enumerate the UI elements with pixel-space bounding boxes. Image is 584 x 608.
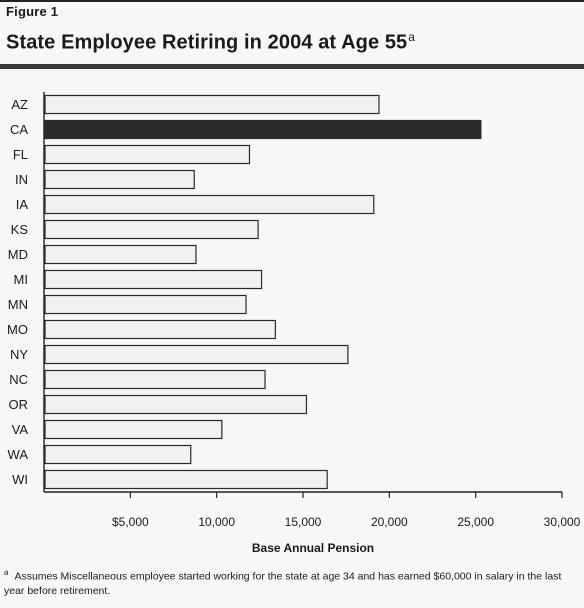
category-label-md: MD [8, 247, 28, 262]
x-tick-label: $5,000 [112, 515, 149, 529]
x-tick-label: 10,000 [198, 515, 235, 529]
bar-chart: AZ CA FL IN IA KS MD MI MN MO NY NC OR VA WA WI $5,000 10… [7, 92, 581, 555]
category-label-va: VA [12, 422, 29, 437]
category-label-ca: CA [10, 122, 28, 137]
footnote-text: Assumes Miscellaneous employee started w… [4, 570, 562, 597]
top-rule [0, 0, 584, 2]
bar-nc [44, 369, 266, 390]
bar-mi [44, 269, 263, 290]
footnote: a Assumes Miscellaneous employee started … [4, 566, 576, 598]
category-label-fl: FL [13, 147, 28, 162]
category-label-ia: IA [16, 197, 29, 212]
bar-md [44, 244, 197, 265]
bar-wa [44, 444, 192, 465]
bar-ny [44, 344, 349, 365]
category-label-in: IN [15, 172, 28, 187]
category-label-or: OR [9, 397, 29, 412]
bar-ia [44, 194, 375, 215]
bar-ks [44, 219, 259, 240]
category-label-nc: NC [9, 372, 28, 387]
x-axis-title: Base Annual Pension [252, 541, 374, 555]
category-label-wi: WI [12, 472, 28, 487]
chart-title-text: State Employee Retiring in 2004 at Age 5… [6, 31, 408, 54]
footnote-marker: a [4, 568, 9, 577]
bar-or [44, 394, 308, 415]
category-label-ny: NY [10, 347, 28, 362]
bar-ca [44, 119, 482, 140]
category-label-mi: MI [14, 272, 28, 287]
category-label-mn: MN [8, 297, 28, 312]
category-label-az: AZ [11, 97, 28, 112]
bar-va [44, 419, 223, 440]
bar-in [44, 169, 195, 190]
x-tick-label: 15,000 [285, 515, 322, 529]
category-label-wa: WA [8, 447, 29, 462]
bar-wi [44, 469, 328, 490]
x-tick-label: 30,000 [544, 515, 581, 529]
category-label-ks: KS [11, 222, 29, 237]
x-tick-label: 25,000 [457, 515, 494, 529]
bar-fl [44, 144, 251, 165]
figure-label: Figure 1 [6, 4, 59, 19]
category-label-mo: MO [7, 322, 28, 337]
title-footnote-marker: a [408, 30, 416, 44]
x-tick-label: 20,000 [371, 515, 408, 529]
title-rule [0, 64, 584, 69]
chart-title: State Employee Retiring in 2004 at Age 5… [6, 30, 415, 55]
bar-mn [44, 294, 247, 315]
bar-mo [44, 319, 276, 340]
bar-az [44, 94, 380, 115]
